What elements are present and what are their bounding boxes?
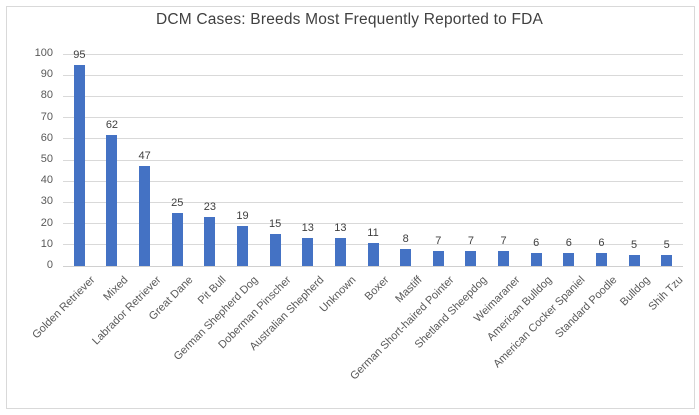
y-tick-label: 90 [40,68,53,81]
x-tick-label: Mastiff [392,274,425,306]
bar [334,238,346,266]
bar [106,134,118,266]
chart-frame [6,6,695,409]
plot-area: 0 10 20 30 40 50 60 70 80 90 100 95 62 47 25 23 19 15 13 13… [35,48,683,271]
bar-value-label: 15 [268,218,282,231]
x-axis-labels: Golden Retriever Mixed Labrador Retriever G… [31,266,686,406]
y-tick-label: 80 [40,89,53,102]
bar [73,64,85,266]
gridline [63,74,683,76]
bar [595,253,607,266]
bar-value-label: 7 [500,235,507,248]
bar-value-label: 25 [171,197,184,209]
gridline [63,53,683,55]
x-tick-label: Shih Tzu [646,274,686,314]
gridline [63,223,683,225]
bar [628,255,640,266]
bar-value-label: 7 [467,235,474,248]
y-tick-label: 10 [40,237,53,250]
bar-value-label: 6 [598,237,605,250]
y-tick-label: 60 [40,131,53,144]
bar [269,234,281,266]
bar [400,249,412,266]
bar-value-label: 47 [138,150,151,163]
bar-value-label: 7 [435,235,442,248]
y-tick-label: 30 [40,195,53,208]
chart-title: DCM Cases: Breeds Most Frequently Report… [155,11,544,28]
bar-value-label: 13 [301,222,314,235]
bar [432,251,444,266]
bar-value-label: 11 [367,226,379,239]
gridline [63,138,683,140]
bar-value-label: 19 [236,209,249,222]
x-tick-label: Standard Poodle [553,274,620,341]
bar-value-label: 13 [334,222,347,235]
bar [139,166,151,266]
y-tick-label: 100 [34,47,53,59]
bar [302,238,314,266]
bar-value-label: 6 [565,237,572,250]
x-tick-label: Boxer [362,274,392,303]
bar [204,217,216,266]
y-tick-label: 70 [40,110,53,123]
y-tick-label: 40 [40,174,53,187]
bar [236,225,248,266]
gridline [63,201,683,203]
y-tick-label: 0 [46,259,53,271]
bar-value-label: 5 [630,239,638,252]
bar [530,253,542,266]
bar-value-label: 95 [73,48,86,61]
bar [498,251,510,266]
x-tick-label: Mixed [101,274,131,304]
y-tick-label: 20 [40,216,53,229]
bar [465,251,477,266]
bar-value-label: 6 [533,237,540,250]
bar-value-label: 5 [663,239,670,252]
bar-value-label: 62 [105,118,119,131]
gridline [63,117,683,119]
y-tick-label: 50 [40,153,53,165]
bar-value-label: 23 [203,201,216,214]
bar [563,253,575,266]
bar-value-label: 8 [402,233,409,246]
bar [171,213,183,266]
gridline [63,95,683,97]
gridline [63,180,683,182]
bar [367,242,379,266]
gridline [63,159,683,161]
x-axis-line [63,265,683,267]
bar [661,255,673,266]
